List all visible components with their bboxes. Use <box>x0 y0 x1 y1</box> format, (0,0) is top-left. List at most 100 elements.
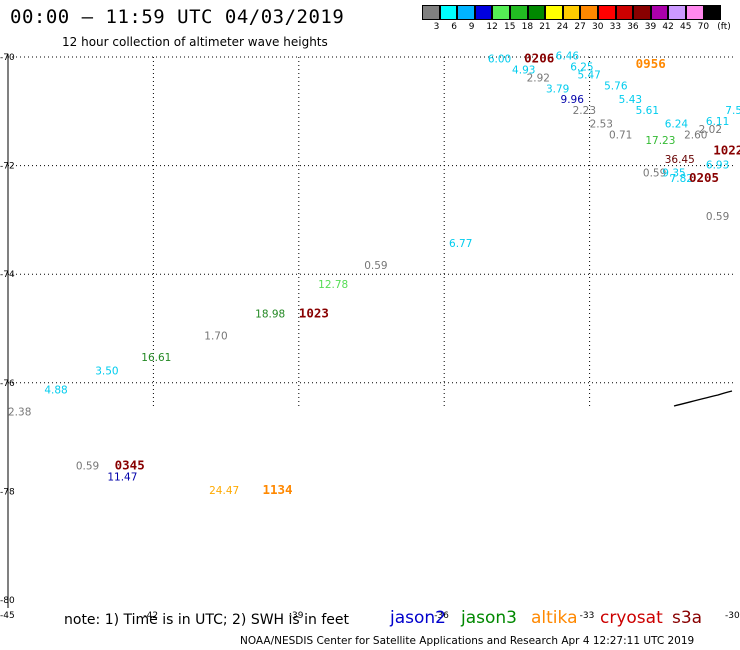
wave-height-label: 0.59 <box>364 260 387 272</box>
wave-height-label: 6.24 <box>665 119 689 131</box>
wave-height-label: 2.92 <box>527 72 550 84</box>
legend-swatch <box>598 5 616 20</box>
wave-height-label: 3.79 <box>546 83 569 95</box>
x-tick-label: -45 <box>0 611 15 621</box>
legend-swatch <box>562 5 581 20</box>
satellite-label-jason3: jason3 <box>461 608 517 628</box>
chart-subtitle: 12 hour collection of altimeter wave hei… <box>62 35 328 49</box>
legend-swatch <box>580 5 598 20</box>
wave-height-label: 5.43 <box>619 94 642 106</box>
wave-height-label: 7.82 <box>670 173 693 185</box>
wave-height-label: 6.77 <box>449 238 472 250</box>
wave-height-label: 2.23 <box>573 105 596 117</box>
legend-swatch <box>668 5 686 20</box>
legend-bin-label: 15 <box>504 22 516 32</box>
wave-height-label: 9.35 <box>662 167 685 179</box>
legend-swatch <box>703 5 722 20</box>
x-tick-label: -33 <box>580 611 595 621</box>
wave-height-label: 3.50 <box>95 366 118 378</box>
wave-height-label: 6.00 <box>488 53 511 65</box>
legend-bin-label: 21 <box>539 22 551 32</box>
y-tick-label: -80 <box>0 596 15 606</box>
legend-bin-label: 42 <box>662 22 674 32</box>
legend-swatch <box>527 5 546 20</box>
wave-height-label: 7.53 <box>725 105 740 117</box>
legend-swatch <box>492 5 510 20</box>
legend-bin-label: 36 <box>627 22 639 32</box>
wave-height-label: 9.96 <box>561 94 585 106</box>
legend-bin-label: 9 <box>468 22 475 32</box>
x-tick-label: -36 <box>434 611 449 621</box>
legend-swatch <box>474 5 493 20</box>
wave-height-label: 0.59 <box>706 211 729 223</box>
wave-height-label: 17.23 <box>645 135 675 147</box>
legend-swatch <box>633 5 651 20</box>
x-tick-label: -42 <box>143 611 158 621</box>
legend-bin-label: 18 <box>521 22 534 32</box>
legend-bin-label: 12 <box>486 22 498 32</box>
satellite-label-altika: altika <box>531 608 578 628</box>
legend-swatch <box>422 5 440 20</box>
wave-height-label: 2.53 <box>590 119 613 131</box>
legend-bin-label: 6 <box>451 22 457 32</box>
y-tick-label: -72 <box>0 162 15 172</box>
x-tick-label: -30 <box>725 611 740 621</box>
wave-height-label: 2.38 <box>8 406 31 418</box>
pass-time-labels: 02060956102209550205102303451134 <box>115 50 740 497</box>
satellite-label-jason2: jason2 <box>390 608 446 628</box>
pass-time-label: 1023 <box>299 306 329 321</box>
wave-height-label: 36.45 <box>665 154 695 166</box>
y-tick-label: -78 <box>0 487 15 497</box>
pass-time-label: 0956 <box>636 56 666 71</box>
chart-title: 00:00 – 11:59 UTC 04/03/2019 <box>10 6 345 28</box>
y-tick-label: -74 <box>0 270 15 280</box>
x-tick-label: -39 <box>289 611 304 621</box>
legend-bin-label: 30 <box>592 22 604 32</box>
wave-height-label: 11.47 <box>107 472 137 484</box>
wave-height-label: 6.11 <box>706 116 729 128</box>
pass-time-label: 1022 <box>713 143 740 158</box>
legend-bin-label: 45 <box>680 22 692 32</box>
satellite-label-cryosat: cryosat <box>600 608 663 628</box>
wave-height-label: 2.60 <box>684 129 707 141</box>
legend-swatch <box>439 5 458 20</box>
legend-bin-label: 33 <box>609 22 622 32</box>
legend-bin-label: 24 <box>556 22 569 32</box>
footer-note: note: 1) Time is in UTC; 2) SWH is in fe… <box>64 612 350 628</box>
legend-unit: (ft) <box>717 22 731 32</box>
wave-height-label: 0.59 <box>76 461 99 473</box>
y-tick-label: -76 <box>0 379 15 389</box>
legend-swatch <box>545 5 563 20</box>
wave-height-label: 6.46 <box>556 51 580 63</box>
coastline <box>673 390 733 407</box>
legend-swatch <box>510 5 528 20</box>
wave-height-label: 12.78 <box>318 279 348 291</box>
pass-time-label: 0206 <box>524 50 554 65</box>
wave-height-label: 0.59 <box>643 167 666 179</box>
legend-bin-label: 70 <box>697 22 710 32</box>
y-tick-label: -70 <box>0 53 15 63</box>
legend-swatch <box>650 5 669 20</box>
wave-height-label: 1.70 <box>204 330 227 342</box>
legend-bin-label: 3 <box>433 22 440 32</box>
wave-height-label: 4.88 <box>44 385 67 397</box>
wave-height-label: 16.61 <box>141 352 171 364</box>
wave-height-label: 4.93 <box>512 64 535 76</box>
satellite-label-s3a: s3a <box>672 608 703 628</box>
wave-height-points: 6.004.932.92 6.466.253.79 5.47 9.96 5.76 2.23… <box>8 51 740 497</box>
wave-height-label: 5.76 <box>604 81 628 93</box>
wave-height-label: 6.25 <box>570 62 593 74</box>
wave-height-label: 18.98 <box>255 309 285 321</box>
footer-credit: NOAA/NESDIS Center for Satellite Applica… <box>240 635 695 647</box>
wave-height-label: 5.61 <box>636 105 659 117</box>
wave-height-label: 2.02 <box>699 124 722 136</box>
legend-swatch <box>615 5 634 20</box>
legend-bin-label: 27 <box>574 22 586 32</box>
pass-time-label: 0345 <box>115 458 145 473</box>
wave-height-label: 5.47 <box>577 70 600 82</box>
legend-bin-label: 39 <box>644 22 657 32</box>
y-tick-labels: -70 -72 -74 -76 -78 -80 <box>0 53 15 606</box>
wave-height-label: 6.93 <box>706 159 729 171</box>
grid <box>8 56 735 406</box>
